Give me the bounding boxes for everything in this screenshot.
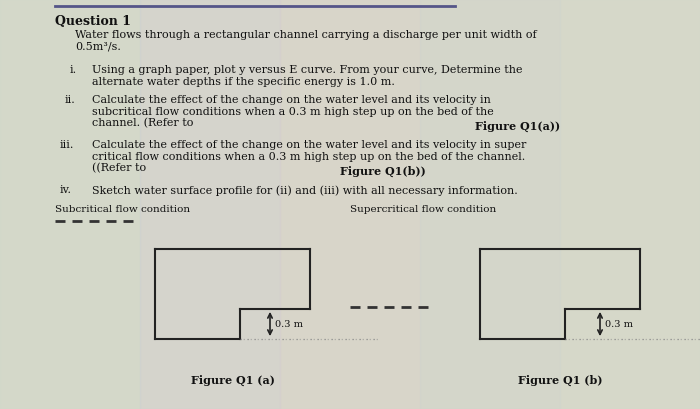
Text: iii.: iii. bbox=[60, 139, 74, 150]
Bar bbox=[280, 0, 420, 409]
Bar bbox=[420, 0, 560, 409]
Text: 0.3 m: 0.3 m bbox=[605, 320, 633, 329]
Text: Figure Q1 (a): Figure Q1 (a) bbox=[190, 374, 274, 385]
Text: Figure Q1 (b): Figure Q1 (b) bbox=[518, 374, 602, 385]
Bar bbox=[140, 0, 280, 409]
Text: Calculate the effect of the change on the water level and its velocity in
subcri: Calculate the effect of the change on th… bbox=[92, 95, 493, 128]
Text: Sketch water surface profile for (ii) and (iii) with all necessary information.: Sketch water surface profile for (ii) an… bbox=[92, 184, 518, 195]
Text: Water flows through a rectangular channel carrying a discharge per unit width of: Water flows through a rectangular channe… bbox=[75, 30, 537, 52]
Text: Using a graph paper, plot y versus E curve. From your curve, Determine the
alter: Using a graph paper, plot y versus E cur… bbox=[92, 65, 522, 86]
Bar bbox=[0, 0, 140, 409]
Text: i.: i. bbox=[70, 65, 77, 75]
Text: iv.: iv. bbox=[60, 184, 72, 195]
Text: Figure Q1(b)): Figure Q1(b)) bbox=[340, 166, 426, 177]
Text: Supercritical flow condition: Supercritical flow condition bbox=[350, 204, 496, 213]
Text: Question 1: Question 1 bbox=[55, 15, 131, 28]
Text: ii.: ii. bbox=[65, 95, 76, 105]
Text: 0.3 m: 0.3 m bbox=[275, 320, 303, 329]
Text: Figure Q1(a)): Figure Q1(a)) bbox=[475, 121, 560, 132]
Bar bbox=[560, 0, 700, 409]
Text: Calculate the effect of the change on the water level and its velocity in super
: Calculate the effect of the change on th… bbox=[92, 139, 526, 173]
Text: Subcritical flow condition: Subcritical flow condition bbox=[55, 204, 190, 213]
